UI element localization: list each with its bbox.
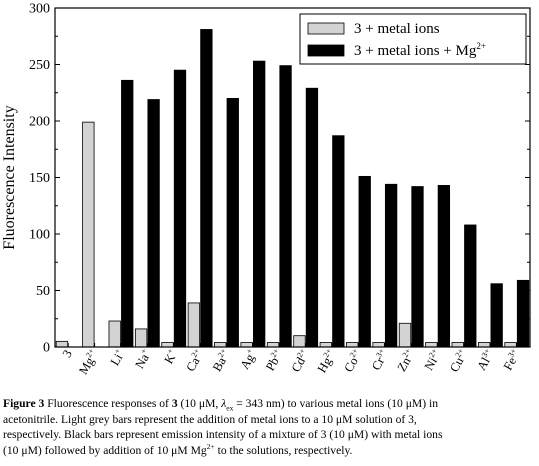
x-tick-label-14: Ni2+: [421, 347, 445, 373]
bar-grey-3: [134, 328, 148, 348]
caption-text: to the solutions, respectively.: [214, 443, 353, 457]
x-tick-label-5: Ca2+: [183, 347, 207, 374]
y-tick-label: 300: [29, 2, 50, 17]
x-tick-label-15: Cu2+: [446, 347, 471, 375]
x-tick-label-6: Ba2+: [209, 347, 233, 374]
x-tick-label-1: Mg2+: [75, 347, 101, 377]
bar-grey-0: [55, 340, 69, 348]
bar-grey-14: [425, 342, 438, 348]
bar-black-7: [253, 60, 266, 348]
caption-text: = 343 nm) to various metal ions (10 μM) …: [233, 397, 439, 410]
legend-label-1: 3 + metal ions + Mg2+: [354, 41, 486, 59]
legend-label-0: 3 + metal ions: [354, 21, 440, 37]
bar-grey-4: [161, 342, 174, 348]
bar-black-10: [332, 135, 345, 348]
x-tick-label-2: Li+: [107, 347, 128, 368]
figure-caption: Figure 3 Fluorescence responses of 3 (10…: [3, 396, 537, 458]
bar-black-2: [121, 79, 134, 348]
bar-grey-16: [478, 342, 491, 348]
y-tick-label: 200: [29, 115, 50, 130]
bar-grey-10: [319, 342, 332, 348]
y-tick-label: 250: [29, 58, 50, 73]
y-tick-label: 100: [29, 228, 50, 243]
bar-chart: 0 50 100 150 200 250 300 Fluorescence Intensity…: [1, 2, 531, 377]
y-tick-label: 150: [29, 171, 50, 186]
x-tick-label-12: Cr3+: [368, 347, 392, 373]
bar-black-3: [147, 99, 160, 348]
caption-sub: ex: [226, 403, 234, 413]
bar-black-9: [305, 87, 319, 348]
bar-grey-12: [372, 342, 385, 348]
caption-text: (10 μM) followed by addition of 10 μM Mg: [3, 443, 207, 457]
bar-black-4: [173, 69, 187, 348]
bar-black-11: [358, 175, 371, 348]
caption-lambda: λ: [221, 397, 227, 410]
y-axis-label: Fluorescence Intensity: [1, 105, 18, 249]
bar-black-15: [464, 224, 477, 348]
bar-grey-5: [187, 302, 201, 348]
bar-grey-6: [214, 342, 227, 348]
bar-grey-13: [398, 322, 412, 348]
bar-black-16: [490, 283, 503, 348]
caption-text: (10 μM,: [177, 397, 222, 410]
x-tick-label-11: Co2+: [341, 347, 366, 375]
bar-black-5: [200, 29, 213, 348]
x-tick-label-10: Hg2+: [314, 347, 339, 376]
legend-swatch-0: [307, 22, 345, 35]
caption-sup: 2+: [206, 441, 215, 451]
bar-black-8: [279, 65, 292, 348]
y-tick-label: 0: [43, 341, 50, 356]
x-tick-label-8: Pb2+: [262, 347, 286, 374]
bar-grey-2: [108, 320, 121, 348]
figure-label: Figure 3: [3, 397, 45, 410]
bar-grey-15: [451, 342, 464, 348]
x-tick-label-3: Na+: [131, 347, 154, 371]
bar-black-12: [384, 183, 398, 348]
bar-black-6: [226, 98, 239, 348]
bar-grey-7: [240, 342, 253, 348]
x-tick-label-0: 3: [60, 348, 75, 360]
x-tick-label-16: Al3+: [474, 347, 498, 373]
caption-line-3: respectively. Black bars represent emiss…: [3, 428, 443, 441]
x-tick-label-13: Zn2+: [394, 347, 418, 374]
y-tick-label: 50: [36, 284, 50, 299]
bar-grey-8: [266, 342, 280, 348]
chart-area: 0 50 100 150 200 250 300 Fluorescence Intensity…: [1, 2, 531, 377]
bar-grey-17: [504, 342, 517, 348]
bar-black-14: [437, 185, 451, 348]
x-tick-label-17: Fe3+: [500, 347, 524, 373]
caption-line-4: (10 μM) followed by addition of 10 μM Mg…: [3, 441, 537, 459]
x-tick-label-7: Ag+: [237, 347, 260, 372]
x-tick-label-4: K+: [161, 347, 181, 367]
caption-line-1: Figure 3 Fluorescence responses of 3 (10…: [3, 396, 537, 412]
bar-black-13: [411, 186, 424, 348]
caption-line-2: acetonitrile. Light grey bars represent …: [3, 412, 417, 426]
caption-compound: 3: [171, 397, 178, 410]
legend-swatch-1: [307, 44, 345, 57]
bar-grey-9: [293, 335, 306, 348]
x-tick-label-9: Cd2+: [288, 347, 313, 375]
caption-text: Fluorescence responses of: [44, 397, 172, 410]
bar-grey-11: [346, 342, 359, 348]
bar-grey-1: [82, 121, 95, 348]
